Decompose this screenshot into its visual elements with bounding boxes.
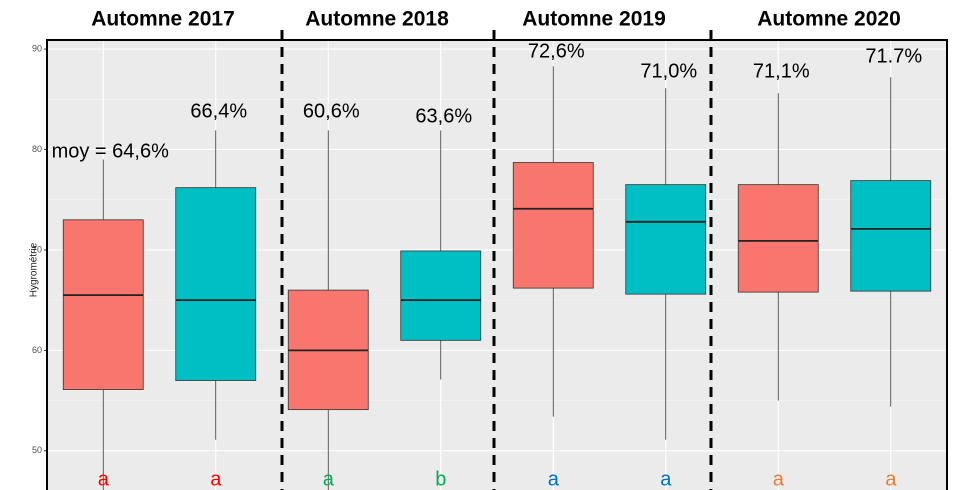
y-tick-label: 50 bbox=[32, 445, 42, 455]
y-tick-label: 70 bbox=[32, 244, 42, 254]
period-title: Automne 2019 bbox=[522, 8, 666, 31]
group-letter: b bbox=[435, 468, 446, 490]
period-title: Automne 2018 bbox=[305, 8, 449, 31]
period-title: Automne 2017 bbox=[91, 8, 235, 31]
y-tick-label: 80 bbox=[32, 144, 42, 154]
group-letter: a bbox=[885, 468, 897, 490]
box bbox=[400, 250, 482, 341]
box bbox=[62, 219, 144, 390]
box-annotation: 72,6% bbox=[528, 40, 585, 62]
box-annotation: 71,1% bbox=[753, 60, 810, 82]
box-annotation: 71,0% bbox=[640, 60, 697, 82]
group-letter: a bbox=[210, 468, 222, 490]
group-letter: a bbox=[773, 468, 785, 490]
group-letter: a bbox=[98, 468, 110, 490]
box bbox=[737, 184, 819, 293]
box-annotation: 63,6% bbox=[415, 105, 472, 127]
box-annotation: 71.7% bbox=[865, 45, 922, 67]
plot-frame bbox=[46, 39, 948, 490]
y-tick-label: 90 bbox=[32, 43, 42, 53]
y-axis-label: Hygrométrie bbox=[29, 242, 40, 297]
box bbox=[625, 184, 707, 295]
y-tick-label: 60 bbox=[32, 345, 42, 355]
period-title: Automne 2020 bbox=[757, 8, 901, 31]
box bbox=[175, 187, 257, 381]
box-annotation: moy = 64,6% bbox=[52, 140, 170, 162]
box-annotation: 66,4% bbox=[190, 100, 247, 122]
group-letter: a bbox=[660, 468, 672, 490]
box bbox=[512, 162, 594, 289]
group-letter: a bbox=[323, 468, 335, 490]
box bbox=[850, 180, 932, 292]
box-annotation: 60,6% bbox=[303, 100, 360, 122]
group-letter: a bbox=[548, 468, 560, 490]
